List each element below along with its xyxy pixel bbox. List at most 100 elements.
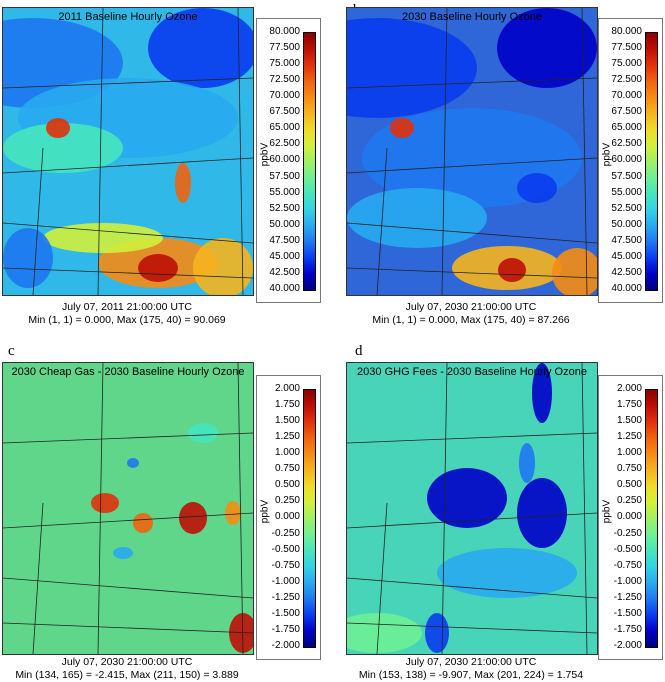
colorbar-tick-label: -1.500 (271, 607, 300, 619)
state-border (3, 222, 253, 244)
footer-a: July 07, 2011 21:00:00 UTC Min (1, 1) = … (2, 301, 252, 327)
state-border (347, 432, 597, 444)
concentration-region (427, 468, 507, 528)
ozone-field-b (347, 8, 597, 295)
footer-c: July 07, 2030 21:00:00 UTC Min (134, 165… (2, 656, 252, 682)
state-border (32, 147, 44, 295)
colorbar-tick-label: 0.250 (616, 495, 642, 507)
colorbar-tick-label: 70.000 (269, 90, 300, 102)
colorbar-tick-label: 40.000 (611, 282, 642, 294)
colorbar-tick-label: 47.500 (269, 234, 300, 246)
colorbar-tick-label: 52.500 (269, 202, 300, 214)
colorbar-tick-label: 50.000 (269, 218, 300, 230)
colorbar-tick-label: -1.000 (613, 575, 642, 587)
concentration-region (517, 478, 567, 548)
colorbar-tick-label: 42.500 (269, 266, 300, 278)
footer-minmax-b: Min (1, 1) = 0.000, Max (175, 40) = 87.2… (372, 314, 570, 326)
colorbar-tick-label: 50.000 (611, 218, 642, 230)
colorbar-strip (303, 32, 316, 291)
map-background (3, 363, 253, 654)
colorbar-strip (645, 32, 658, 291)
map-c: 2030 Cheap Gas - 2030 Baseline Hourly Oz… (2, 362, 254, 655)
concentration-region (347, 18, 477, 118)
state-border (3, 512, 253, 529)
colorbar-tick-label: 62.500 (269, 138, 300, 150)
footer-b: July 07, 2030 21:00:00 UTC Min (1, 1) = … (346, 301, 596, 327)
colorbar-tick-label: 2.000 (616, 383, 642, 394)
panel-letter-d: d (355, 343, 363, 359)
state-border (376, 147, 388, 295)
concentration-region (347, 613, 422, 653)
colorbar-tick-label: 1.500 (274, 415, 300, 427)
state-border (3, 267, 253, 279)
colorbar-tick-label: -0.750 (271, 559, 300, 571)
map-d: 2030 GHG Fees - 2030 Baseline Hourly Ozo… (346, 362, 598, 655)
colorbar-tick-label: -1.250 (271, 591, 300, 603)
footer-time-a: July 07, 2011 21:00:00 UTC (62, 301, 192, 313)
colorbar-tick-label: 1.000 (616, 447, 642, 459)
state-border (3, 432, 253, 444)
concentration-region (519, 443, 535, 483)
footer-minmax-d: Min (153, 138) = -9.907, Max (201, 224) … (358, 669, 584, 681)
colorbar-tick-label: 42.500 (611, 266, 642, 278)
colorbar-tick-label: 1.250 (274, 431, 300, 443)
colorbar-tick-label: 67.500 (611, 106, 642, 118)
state-border (97, 363, 104, 654)
concentration-region (46, 118, 70, 138)
footer-minmax-c: Min (134, 165) = -2.415, Max (211, 150) … (15, 669, 239, 681)
state-border (347, 222, 597, 244)
state-border (3, 77, 253, 89)
colorbar-tick-label: -2.000 (271, 639, 300, 651)
map-title-a: 2011 Baseline Hourly Ozone (58, 11, 198, 23)
footer-time-d: July 07, 2030 21:00:00 UTC (405, 656, 537, 668)
concentration-region (138, 254, 178, 282)
colorbar-tick-label: 0.750 (616, 463, 642, 475)
concentration-region (347, 188, 487, 248)
state-border (32, 502, 44, 654)
colorbar-tick-label: 1.000 (274, 447, 300, 459)
colorbar-tick-label: 80.000 (611, 26, 642, 37)
colorbar-strip (303, 389, 316, 648)
map-a: 2011 Baseline Hourly Ozone (2, 7, 254, 296)
concentration-region (43, 223, 163, 253)
colorbar-tick-label: 1.500 (616, 415, 642, 427)
state-border (97, 8, 104, 295)
colorbar-tick-label: 75.000 (611, 58, 642, 70)
concentration-region (113, 547, 133, 559)
state-border (347, 622, 597, 634)
colorbar-tick-label: 0.250 (274, 495, 300, 507)
colorbar-tick-label: 1.750 (274, 399, 300, 411)
colorbar-tick-label: 65.000 (269, 122, 300, 134)
colorbar-tick-label: 0.750 (274, 463, 300, 475)
concentration-region (188, 423, 218, 443)
colorbar-tick-label: -1.750 (271, 623, 300, 635)
state-border (3, 157, 253, 174)
colorbar-tick-label: 75.000 (269, 58, 300, 70)
colorbar-tick-label: 55.000 (269, 186, 300, 198)
colorbar-b: ppbV 80.000 77.500 75.000 72.500 70.000 67.50… (598, 18, 663, 303)
colorbar-tick-label: -2.000 (613, 639, 642, 651)
concentration-region (552, 248, 597, 295)
state-border (237, 8, 244, 295)
state-border (3, 577, 253, 599)
concentration-region (179, 502, 207, 534)
ozone-difference-field-c (3, 363, 253, 654)
colorbar-c: ppbV 2.000 1.750 1.500 1.250 1.000 0.750 0.500… (256, 375, 321, 660)
colorbar-tick-label: 80.000 (269, 26, 300, 37)
state-border (581, 363, 588, 654)
concentration-region (497, 8, 597, 88)
colorbar-tick-label: 72.500 (269, 74, 300, 86)
colorbar-d: ppbV 2.000 1.750 1.500 1.250 1.000 0.750 0.500… (598, 375, 663, 660)
concentration-region (3, 228, 53, 288)
colorbar-a: ppbV 80.000 77.500 75.000 72.500 70.000 67.50… (256, 18, 321, 303)
ozone-field-a (3, 8, 253, 295)
colorbar-tick-label: 0.000 (274, 511, 300, 523)
concentration-region (3, 123, 123, 173)
concentration-region (133, 513, 153, 533)
concentration-region (425, 613, 449, 653)
concentration-region (193, 238, 253, 295)
panel-letter-c: c (8, 343, 15, 359)
colorbar-tick-label: 40.000 (269, 282, 300, 294)
concentration-region (390, 118, 414, 138)
state-border (581, 8, 588, 295)
